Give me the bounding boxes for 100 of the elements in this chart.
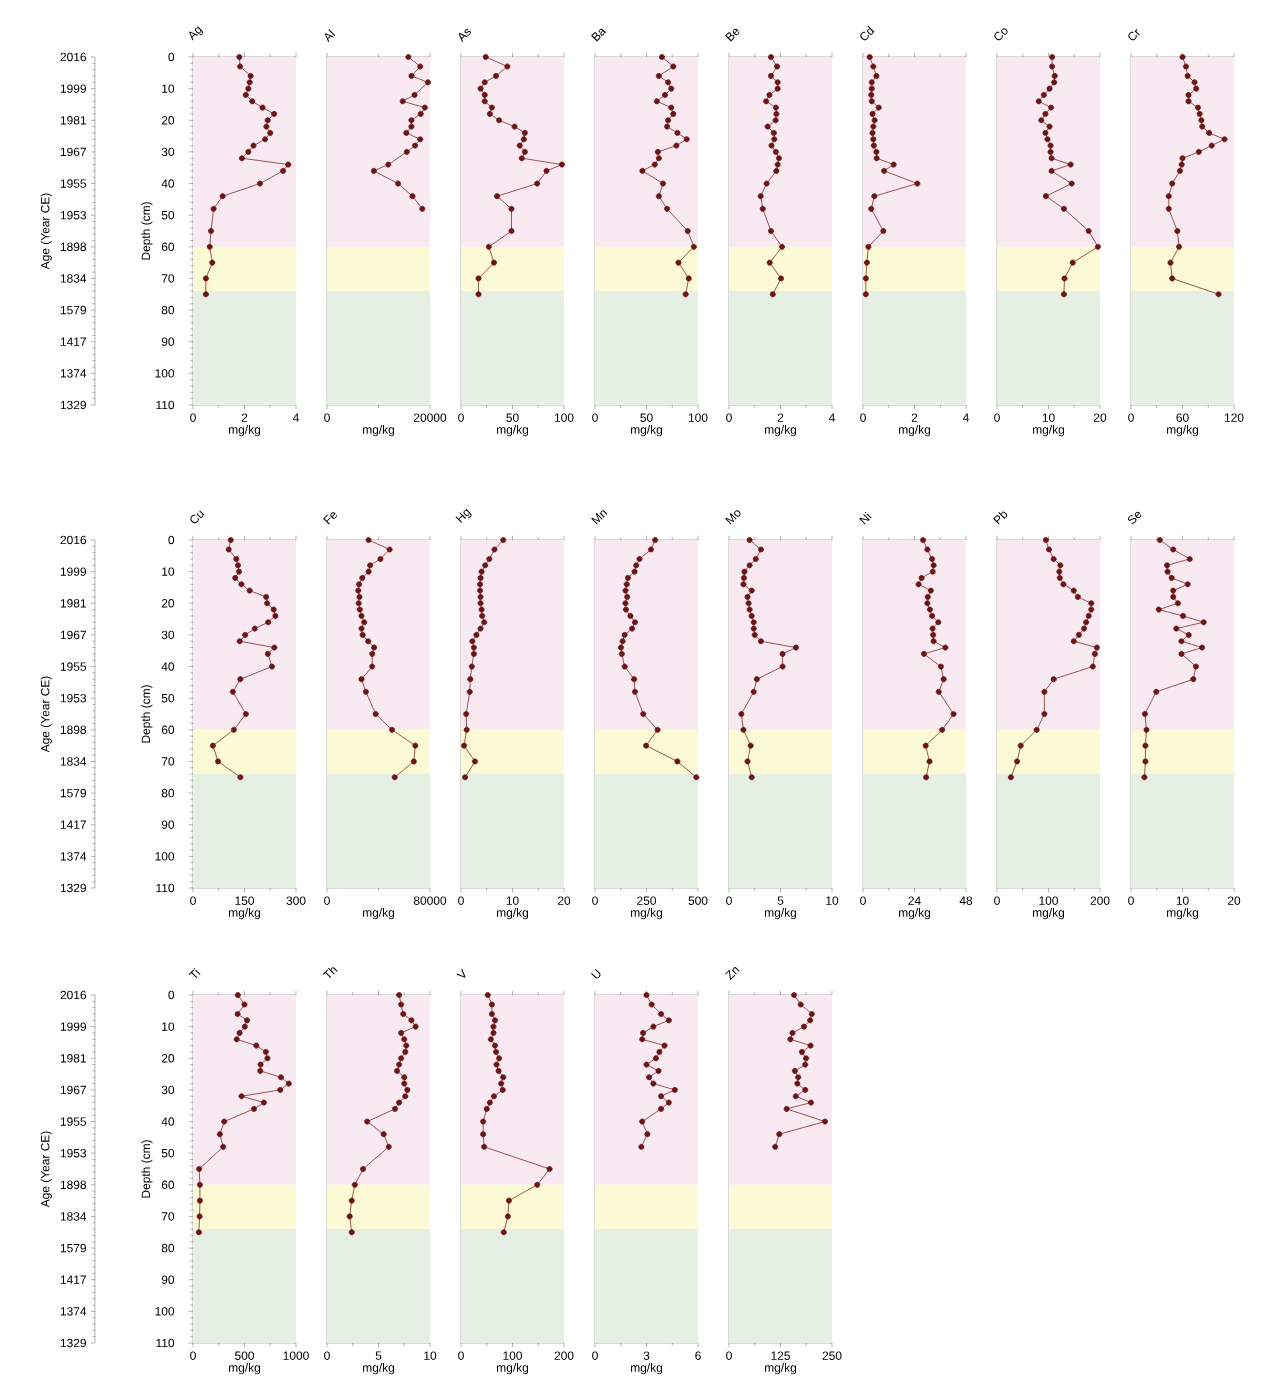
point bbox=[236, 1030, 243, 1036]
category-label: 1579 bbox=[60, 1243, 86, 1253]
point bbox=[1085, 612, 1092, 619]
x-tick-label: 200 bbox=[554, 1351, 574, 1360]
point bbox=[871, 117, 878, 124]
chart-title: Mn bbox=[591, 510, 608, 525]
point bbox=[421, 104, 428, 111]
point bbox=[621, 631, 628, 638]
point bbox=[466, 688, 473, 695]
category-label: 1981 bbox=[60, 116, 86, 125]
point bbox=[264, 650, 271, 657]
point bbox=[664, 123, 671, 130]
point bbox=[648, 546, 654, 553]
point bbox=[752, 556, 759, 562]
x-tick-label: 0 bbox=[592, 1351, 598, 1360]
point bbox=[242, 631, 249, 638]
x-tick-label: 2 bbox=[777, 413, 784, 422]
point bbox=[655, 155, 662, 162]
point bbox=[477, 625, 484, 632]
point bbox=[1169, 275, 1176, 282]
x-axis-title: mg/kg bbox=[1033, 908, 1065, 920]
category-label: 1579 bbox=[60, 788, 86, 798]
point bbox=[863, 259, 870, 266]
point bbox=[797, 1001, 804, 1008]
point bbox=[868, 98, 875, 105]
x-tick-label: 20000 bbox=[413, 413, 447, 422]
point bbox=[492, 1042, 498, 1049]
point bbox=[768, 73, 774, 79]
point bbox=[670, 63, 677, 70]
point bbox=[619, 638, 626, 645]
point bbox=[401, 1074, 408, 1081]
point bbox=[493, 1061, 500, 1068]
point bbox=[405, 54, 412, 60]
x-axis-title: mg/kg bbox=[363, 1363, 395, 1375]
point bbox=[467, 676, 474, 683]
point bbox=[264, 1055, 271, 1062]
point bbox=[1040, 92, 1047, 98]
point bbox=[216, 1131, 223, 1138]
point bbox=[518, 155, 525, 162]
category-label: 1953 bbox=[60, 1148, 87, 1158]
x-tick-label: 100 bbox=[503, 1351, 523, 1360]
point bbox=[1091, 650, 1098, 657]
point bbox=[773, 110, 780, 117]
point bbox=[417, 63, 424, 70]
point bbox=[779, 243, 785, 250]
point bbox=[740, 575, 747, 581]
point bbox=[748, 774, 755, 781]
y-tick-label: 70 bbox=[161, 1212, 175, 1221]
point bbox=[807, 1017, 814, 1024]
point bbox=[772, 1143, 779, 1150]
point bbox=[662, 92, 668, 98]
point bbox=[683, 136, 690, 143]
point bbox=[631, 568, 638, 575]
point bbox=[873, 148, 880, 155]
x-tick-label: 10 bbox=[826, 896, 839, 905]
point bbox=[1190, 676, 1197, 683]
point bbox=[487, 1036, 494, 1043]
category-label: 1981 bbox=[60, 599, 86, 608]
point bbox=[798, 1049, 805, 1055]
x-tick-label: 500 bbox=[235, 1351, 255, 1360]
y-tick-label: 100 bbox=[155, 852, 175, 861]
point bbox=[227, 537, 234, 543]
point bbox=[234, 1011, 241, 1017]
point bbox=[269, 663, 275, 670]
point bbox=[493, 1049, 499, 1055]
x-tick-label: 3 bbox=[643, 1351, 650, 1360]
y-tick-label: 90 bbox=[161, 1275, 175, 1284]
point bbox=[473, 631, 480, 638]
y-tick-label: 80 bbox=[161, 1243, 175, 1253]
y-tick-label: 0 bbox=[168, 52, 175, 62]
x-tick-label: 0 bbox=[1128, 896, 1134, 905]
point bbox=[774, 79, 781, 86]
point bbox=[1050, 556, 1057, 562]
point bbox=[778, 275, 784, 282]
point bbox=[409, 193, 416, 200]
point bbox=[1075, 631, 1082, 638]
point bbox=[1048, 155, 1055, 162]
point bbox=[1046, 546, 1052, 553]
point bbox=[196, 1197, 203, 1204]
point bbox=[922, 742, 929, 749]
x-tick-label: 5 bbox=[375, 1351, 382, 1360]
point bbox=[772, 104, 779, 111]
point bbox=[1049, 63, 1056, 70]
point bbox=[396, 992, 403, 998]
point bbox=[670, 110, 677, 117]
category-label: 1999 bbox=[60, 84, 86, 93]
point bbox=[803, 1055, 809, 1062]
point bbox=[768, 54, 774, 60]
point bbox=[618, 644, 624, 651]
point bbox=[251, 1105, 257, 1112]
point bbox=[624, 593, 631, 600]
point bbox=[262, 136, 269, 143]
category-label: 1898 bbox=[60, 725, 87, 735]
point bbox=[504, 1213, 511, 1220]
point bbox=[744, 758, 751, 765]
point bbox=[251, 625, 258, 632]
point bbox=[481, 92, 488, 98]
x-tick-label: 4 bbox=[292, 413, 299, 422]
point bbox=[1033, 726, 1040, 733]
point bbox=[202, 275, 209, 282]
